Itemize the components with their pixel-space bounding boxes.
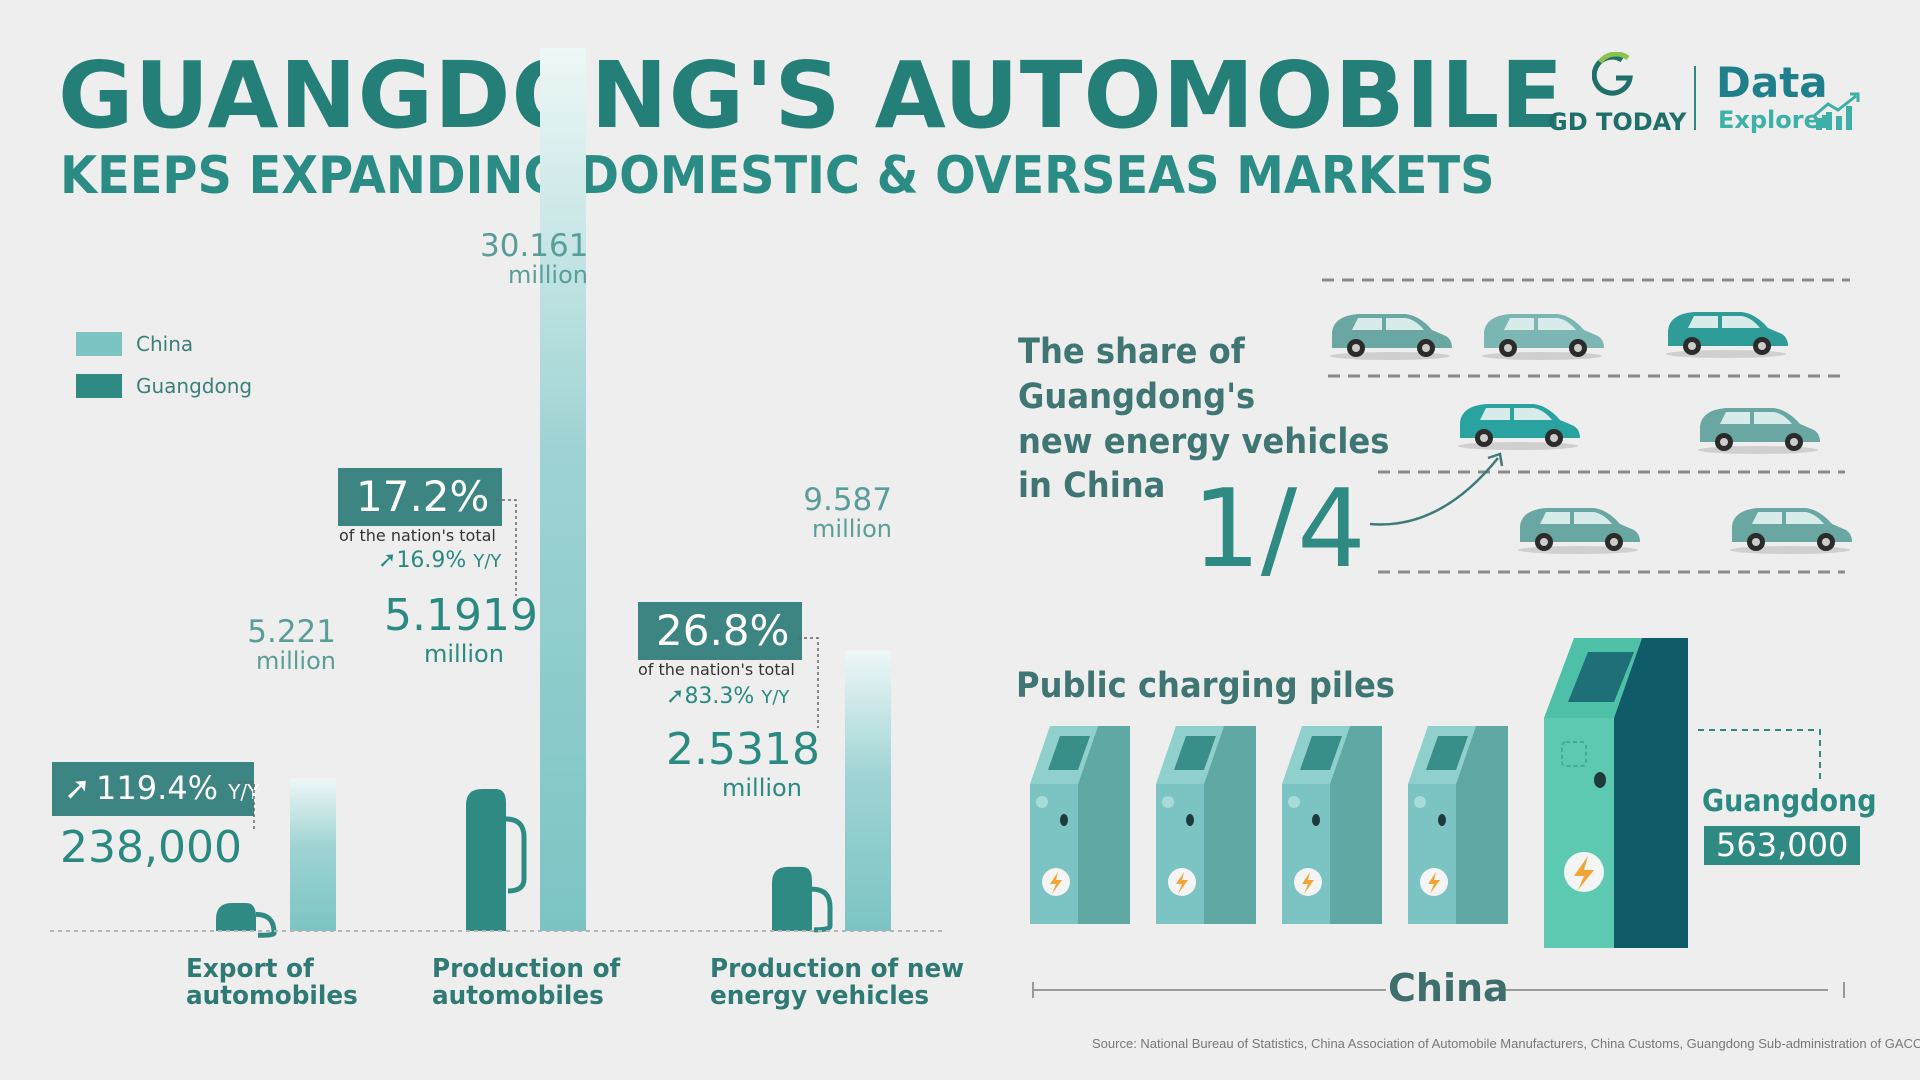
connector-export: [232, 781, 255, 832]
guangdong-value-nev: 2.5318: [666, 724, 820, 775]
china-bar-1: [540, 48, 586, 931]
guangdong-value-production: 5.1919: [384, 590, 538, 641]
legend-swatch-china: [76, 332, 122, 356]
guangdong-charging-value: 563,000: [1704, 826, 1861, 866]
share-box-nev: 26.8%: [638, 602, 802, 660]
legend-label-china: China: [136, 332, 194, 356]
page-title: GUANGDONG'S AUTOMOBILE: [58, 42, 1565, 149]
data-explorer-logo-explorer: Explorer: [1718, 106, 1832, 134]
guangdong-charging-label: Guangdong: [1702, 784, 1877, 819]
logo-divider: [1694, 66, 1696, 130]
china-charging-pile-0: [1030, 726, 1130, 924]
nev-share-fraction: 1/4: [1192, 467, 1366, 592]
legend-swatch-guangdong: [76, 374, 122, 398]
guangdong-bar-1: [466, 789, 527, 931]
share-label-production: of the nation's total: [339, 526, 496, 545]
guangdong-unit-production: million: [424, 640, 504, 668]
up-arrow-icon: ➚: [378, 548, 397, 573]
data-explorer-logo-data: Data: [1716, 58, 1828, 107]
china-axis-label: China: [1388, 966, 1509, 1010]
guangdong-bar-2: [772, 866, 833, 933]
guangdong-value-export: 238,000: [60, 822, 242, 873]
china-charging-pile-1: [1156, 726, 1256, 924]
gd-today-logo-icon: [1592, 52, 1633, 96]
car-icon: [1330, 314, 1452, 360]
bar-chart: [50, 48, 945, 938]
legend-label-guangdong: Guangdong: [136, 374, 253, 398]
gd-today-logo-text: GD TODAY: [1548, 108, 1687, 136]
china-value-production: 30.161 million: [480, 228, 589, 289]
china-charging-pile-3: [1408, 726, 1508, 924]
car-icon: [1666, 312, 1788, 358]
category-label-production: Production of automobiles: [432, 954, 621, 1012]
connector-production: [496, 499, 517, 596]
car-icon: [1482, 314, 1604, 360]
yoy-box-export: ➚ 119.4% Y/Y: [52, 762, 259, 816]
car-icon: [1458, 404, 1580, 450]
charging-heading: Public charging piles: [1016, 666, 1395, 706]
connector-nev: [798, 637, 819, 728]
car-icon: [1730, 508, 1852, 554]
up-arrow-icon: ➚: [666, 684, 685, 709]
charging-piles-illustration: [1030, 638, 1845, 998]
car-icon: [1698, 408, 1820, 454]
share-label-nev: of the nation's total: [638, 660, 795, 679]
growth-chart-icon: [1813, 92, 1860, 130]
china-bar-0: [290, 778, 336, 931]
category-label-nev: Production of new energy vehicles: [710, 954, 965, 1012]
car-icon: [1518, 508, 1640, 554]
yoy-nev: ➚83.3% Y/Y: [666, 684, 790, 709]
share-box-production: 17.2%: [338, 468, 502, 526]
china-value-export: 5.221 million: [247, 614, 336, 675]
guangdong-charging-pile: [1544, 638, 1688, 948]
cars-illustration: [1322, 278, 1852, 574]
nev-share-heading: The share of Guangdong's new energy vehi…: [1018, 332, 1390, 507]
china-charging-pile-2: [1282, 726, 1382, 924]
yoy-production: ➚16.9% Y/Y: [378, 548, 502, 573]
china-label-bg: [1386, 962, 1496, 1018]
guangdong-bar-0: [216, 903, 277, 938]
china-bar-2: [845, 650, 891, 931]
china-value-nev: 9.587 million: [803, 482, 892, 543]
category-label-export: Export of automobiles: [186, 954, 358, 1012]
up-arrow-icon: ➚: [64, 769, 91, 807]
page-subtitle: KEEPS EXPANDING DOMESTIC & OVERSEAS MARK…: [60, 146, 1495, 206]
guangdong-unit-nev: million: [722, 774, 802, 802]
source-note: Source: National Bureau of Statistics, C…: [1092, 1036, 1920, 1051]
